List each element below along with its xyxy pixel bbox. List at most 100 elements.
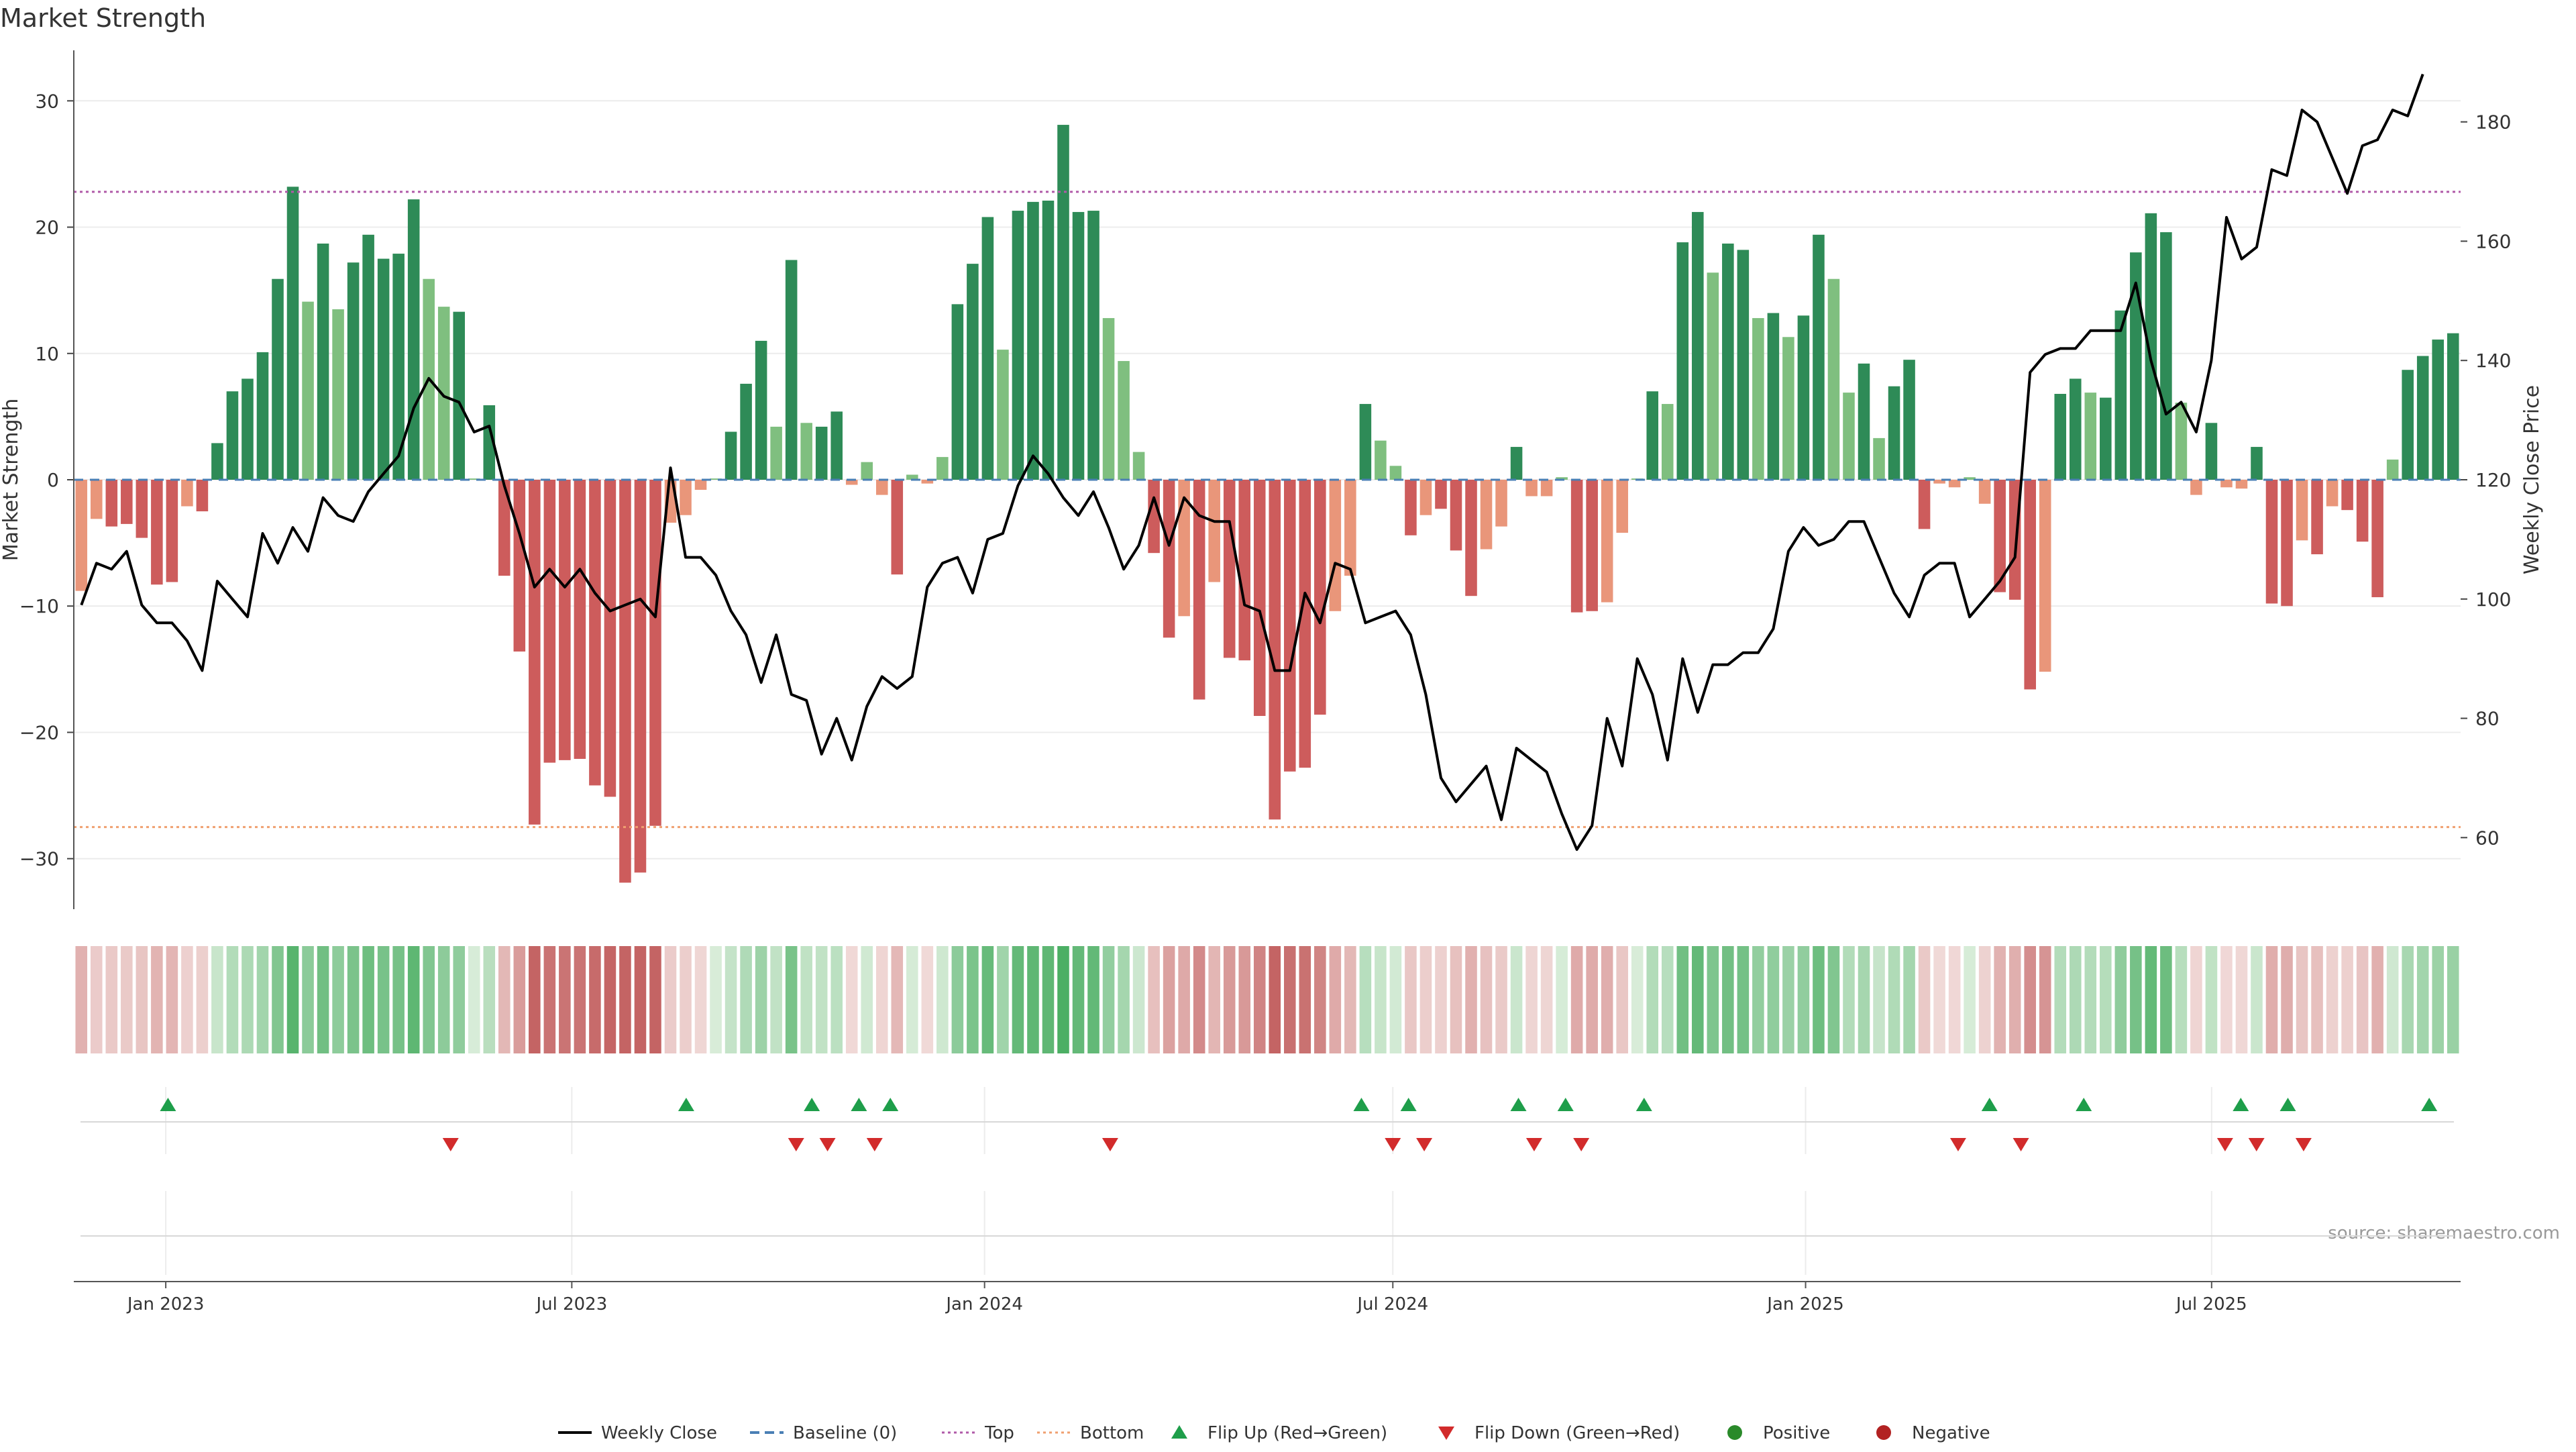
- strength-bar: [1903, 360, 1915, 480]
- trend-strip-cell: [1193, 946, 1205, 1053]
- trend-strip-cell: [1495, 946, 1507, 1053]
- trend-strip-cell: [1661, 946, 1674, 1053]
- strength-bar: [1118, 361, 1130, 480]
- trend-strip-cell: [800, 946, 812, 1053]
- legend-label: Top: [984, 1423, 1014, 1443]
- strength-bar: [1132, 452, 1145, 480]
- legend-item-positive: Positive: [1727, 1423, 1830, 1443]
- trend-strip-cell: [1737, 946, 1750, 1053]
- strength-bar: [2205, 423, 2218, 480]
- strength-bar: [241, 378, 254, 480]
- legend-swatch: [1727, 1425, 1742, 1440]
- strength-bar: [1087, 211, 1099, 480]
- trend-strip-cell: [2447, 946, 2459, 1053]
- flip-up-marker: [2233, 1098, 2249, 1111]
- trend-strip-cell: [196, 946, 209, 1053]
- trend-strip-cell: [845, 946, 858, 1053]
- trend-strip-cell: [2130, 946, 2142, 1053]
- strength-bar: [211, 443, 223, 480]
- legend-swatch: [1438, 1427, 1454, 1440]
- strength-bar: [875, 480, 888, 495]
- trend-strip-cell: [1359, 946, 1372, 1053]
- trend-strip-cell: [967, 946, 979, 1053]
- strength-bar: [407, 199, 420, 480]
- trend-strip-cell: [1389, 946, 1402, 1053]
- strength-bar: [1933, 480, 1945, 484]
- price-line-layer: [80, 73, 2424, 851]
- x-tick-label: Jan 2023: [126, 1294, 205, 1314]
- trend-strip-cell: [1375, 946, 1387, 1053]
- trend-strip-cell: [1903, 946, 1915, 1053]
- trend-strip-cell: [529, 946, 541, 1053]
- flip-down-marker: [819, 1138, 836, 1151]
- trend-strip-cell: [770, 946, 782, 1053]
- flip-up-marker: [804, 1098, 820, 1111]
- trend-strip-cell: [2416, 946, 2429, 1053]
- flip-down-marker: [2216, 1138, 2233, 1151]
- legend-label: Flip Up (Red→Green): [1208, 1423, 1387, 1443]
- trend-strip-cell: [347, 946, 360, 1053]
- strength-bar: [2039, 480, 2051, 672]
- strength-bar: [906, 474, 918, 480]
- trend-strip-cell: [2296, 946, 2308, 1053]
- strength-bar: [2416, 356, 2429, 480]
- trend-strip-cell: [2386, 946, 2399, 1053]
- trend-strip-cell: [1465, 946, 1477, 1053]
- strength-bar: [559, 480, 571, 760]
- trend-strip-cell: [166, 946, 178, 1053]
- trend-strip-cell: [256, 946, 269, 1053]
- y-tick-label-left: 0: [47, 469, 59, 491]
- flip-down-marker: [1385, 1138, 1401, 1151]
- trend-strip-cell: [513, 946, 526, 1053]
- trend-strip-cell: [785, 946, 798, 1053]
- weekly-close-line: [80, 73, 2424, 851]
- trend-strip-cell: [286, 946, 299, 1053]
- strength-bar: [1375, 440, 1387, 480]
- trend-strip-cell: [1601, 946, 1613, 1053]
- trend-strip-cell: [1510, 946, 1523, 1053]
- strength-bar: [1208, 480, 1220, 582]
- trend-strip-cell: [2251, 946, 2263, 1053]
- strength-bar: [2054, 394, 2067, 480]
- trend-strip-cell: [1631, 946, 1644, 1053]
- trend-strip-cell: [1586, 946, 1598, 1053]
- trend-strip-cell: [1072, 946, 1085, 1053]
- strength-bar: [1722, 244, 1734, 480]
- trend-strip-cell: [2311, 946, 2323, 1053]
- strength-bar: [710, 478, 722, 480]
- x-tick-label: Jul 2024: [1356, 1294, 1428, 1314]
- flip-down-marker: [1573, 1138, 1590, 1151]
- strength-bar: [1782, 337, 1794, 480]
- strength-bar: [1888, 386, 1900, 480]
- trend-strip-cell: [1269, 946, 1281, 1053]
- trend-strip-cell: [1405, 946, 1417, 1053]
- y-axis-label-left: Market Strength: [0, 399, 23, 561]
- trend-strip-cell: [1676, 946, 1689, 1053]
- strength-bar: [589, 480, 601, 786]
- trend-strip-cell: [90, 946, 103, 1053]
- y-tick-label-right: 160: [2475, 230, 2511, 252]
- trend-strip-cell: [2190, 946, 2202, 1053]
- trend-strip-cell: [2114, 946, 2127, 1053]
- trend-strip-cell: [1178, 946, 1190, 1053]
- strength-bar: [90, 480, 103, 519]
- trend-strip-cell: [2145, 946, 2157, 1053]
- trend-strip-cell: [437, 946, 450, 1053]
- legend-label: Positive: [1763, 1423, 1830, 1443]
- strength-bar: [75, 480, 88, 591]
- strength-bar: [1556, 477, 1568, 480]
- strength-bar: [2084, 393, 2097, 480]
- strength-bar: [226, 391, 239, 480]
- strength-bar: [619, 480, 631, 883]
- trend-strip-cell: [2341, 946, 2353, 1053]
- legend-swatch: [1171, 1425, 1187, 1439]
- strength-bar: [1948, 480, 1961, 488]
- trend-strip-cell: [1888, 946, 1900, 1053]
- strength-bar: [529, 480, 541, 825]
- strength-bar: [1193, 480, 1205, 700]
- trend-strip-cell: [392, 946, 405, 1053]
- trend-strip-cell: [2069, 946, 2082, 1053]
- source-note: source: sharemaestro.com: [2328, 1223, 2560, 1243]
- strength-bar: [2069, 378, 2082, 480]
- strength-bar: [2341, 480, 2353, 511]
